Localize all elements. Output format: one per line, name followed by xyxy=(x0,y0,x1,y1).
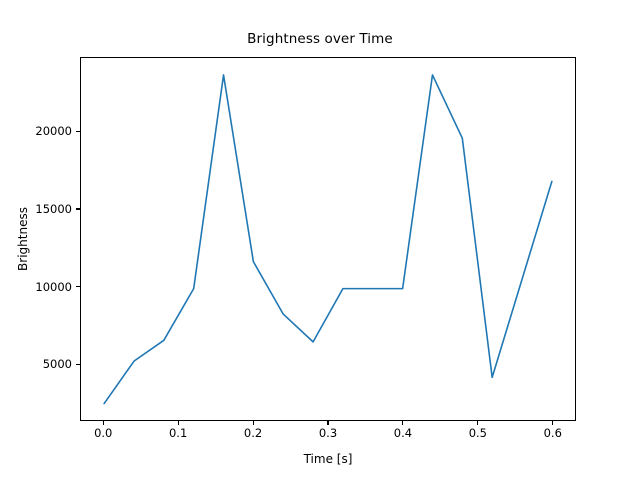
y-tick-label: 10000 xyxy=(35,279,72,294)
y-tick-mark xyxy=(76,130,80,132)
y-tick-mark xyxy=(76,286,80,288)
x-tick-mark xyxy=(552,421,554,425)
x-tick-label: 0.2 xyxy=(243,426,263,440)
x-axis-label: Time [s] xyxy=(303,452,353,466)
x-tick-mark xyxy=(177,421,179,425)
x-tick-label: 0.6 xyxy=(543,426,562,440)
y-axis-label: Brightness xyxy=(16,207,30,271)
x-tick-mark xyxy=(102,421,104,425)
x-tick-mark xyxy=(477,421,479,425)
x-tick-mark xyxy=(402,421,404,425)
x-tick-mark xyxy=(327,421,329,425)
y-tick-mark xyxy=(76,363,80,365)
brightness-line xyxy=(103,74,553,405)
y-tick-label: 5000 xyxy=(42,357,72,372)
chart-title: Brightness over Time xyxy=(247,31,393,47)
x-tick-label: 0.0 xyxy=(94,426,113,440)
plot-area xyxy=(80,57,576,421)
y-tick-label: 15000 xyxy=(35,202,72,217)
x-tick-label: 0.5 xyxy=(468,426,487,440)
x-tick-label: 0.1 xyxy=(168,426,188,440)
x-tick-label: 0.4 xyxy=(393,426,413,440)
x-tick-label: 0.3 xyxy=(318,426,338,440)
x-tick-mark xyxy=(252,421,254,425)
y-tick-label: 20000 xyxy=(35,124,72,139)
y-tick-mark xyxy=(76,208,80,210)
line-series-svg xyxy=(103,74,553,405)
